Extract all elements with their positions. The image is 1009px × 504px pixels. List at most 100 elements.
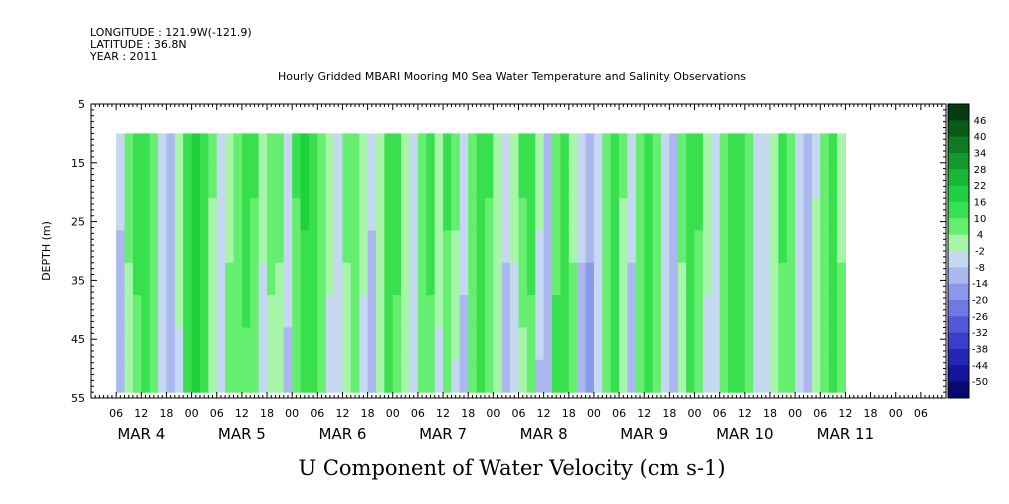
heatmap-cell bbox=[694, 230, 704, 264]
heatmap-cell bbox=[820, 230, 830, 264]
heatmap-cell bbox=[811, 359, 821, 393]
colorbar-label: -26 bbox=[972, 312, 988, 323]
heatmap-cell bbox=[367, 133, 377, 167]
heatmap-cell bbox=[267, 327, 277, 361]
heatmap-cell bbox=[434, 295, 444, 329]
x-hour-label: 18 bbox=[562, 407, 576, 420]
x-hour-label: 00 bbox=[587, 407, 601, 420]
heatmap-cell bbox=[359, 230, 369, 264]
heatmap-cell bbox=[116, 262, 126, 296]
heatmap-cell bbox=[501, 230, 511, 264]
colorbar-swatch bbox=[948, 267, 969, 285]
heatmap-cell bbox=[761, 230, 771, 264]
heatmap-cell bbox=[208, 327, 218, 361]
heatmap-cell bbox=[761, 262, 771, 296]
heatmap-cell bbox=[518, 359, 528, 393]
heatmap-cell bbox=[811, 133, 821, 167]
heatmap-cell bbox=[744, 359, 754, 393]
heatmap-cell bbox=[769, 198, 779, 232]
heatmap-cell bbox=[183, 198, 193, 232]
heatmap-cell bbox=[669, 230, 679, 264]
x-date-label: MAR 9 bbox=[620, 425, 668, 443]
heatmap-cell bbox=[543, 359, 553, 393]
heatmap-cell bbox=[258, 359, 268, 393]
heatmap-cell bbox=[669, 359, 679, 393]
heatmap-cell bbox=[510, 359, 520, 393]
heatmap-cell bbox=[132, 262, 142, 296]
heatmap-cell bbox=[191, 359, 201, 393]
heatmap-cell bbox=[443, 359, 453, 393]
x-hour-label: 06 bbox=[411, 407, 425, 420]
heatmap-cell bbox=[132, 230, 142, 264]
heatmap-cell bbox=[543, 165, 553, 199]
heatmap-cell bbox=[484, 327, 494, 361]
heatmap-cell bbox=[459, 198, 469, 232]
y-tick-label: 15 bbox=[71, 157, 85, 170]
heatmap-cell bbox=[543, 295, 553, 329]
heatmap-cell bbox=[501, 295, 511, 329]
heatmap-cell bbox=[149, 198, 159, 232]
heatmap-cell bbox=[778, 198, 788, 232]
heatmap-cell bbox=[300, 133, 310, 167]
heatmap-cell bbox=[728, 165, 738, 199]
heatmap-cell bbox=[728, 133, 738, 167]
heatmap-cell bbox=[661, 230, 670, 264]
heatmap-cell bbox=[216, 359, 226, 393]
heatmap-cell bbox=[334, 262, 344, 296]
heatmap-cell bbox=[342, 133, 352, 167]
heatmap-cell bbox=[434, 230, 444, 264]
heatmap-cell bbox=[376, 133, 385, 167]
heatmap-cell bbox=[543, 327, 553, 361]
heatmap-cell bbox=[702, 198, 712, 232]
heatmap-cell bbox=[225, 165, 235, 199]
colorbar-label: -50 bbox=[972, 377, 988, 388]
heatmap-cell bbox=[468, 359, 478, 393]
heatmap-cell bbox=[677, 295, 687, 329]
heatmap-cell bbox=[652, 295, 662, 329]
heatmap-cell bbox=[443, 198, 453, 232]
heatmap-cell bbox=[124, 262, 134, 296]
heatmap-cell bbox=[384, 198, 394, 232]
heatmap-cell bbox=[476, 133, 486, 167]
heatmap-cell bbox=[199, 359, 209, 393]
heatmap-cell bbox=[484, 295, 494, 329]
heatmap-cell bbox=[283, 359, 293, 393]
heatmap-cell bbox=[661, 262, 670, 296]
heatmap-cell bbox=[510, 133, 520, 167]
x-hour-label: 18 bbox=[864, 407, 878, 420]
heatmap-cell bbox=[719, 295, 729, 329]
heatmap-cell bbox=[451, 230, 461, 264]
heatmap-cell bbox=[560, 133, 570, 167]
heatmap-cell bbox=[208, 295, 218, 329]
heatmap-cell bbox=[535, 359, 545, 393]
heatmap-cell bbox=[627, 165, 637, 199]
colorbar-label: -14 bbox=[972, 279, 988, 290]
heatmap-cell bbox=[275, 165, 285, 199]
heatmap-cell bbox=[552, 133, 562, 167]
x-hour-label: 06 bbox=[713, 407, 727, 420]
heatmap-cell bbox=[736, 327, 746, 361]
heatmap-cell bbox=[342, 165, 352, 199]
y-tick-label: 5 bbox=[78, 98, 85, 111]
heatmap-cell bbox=[317, 133, 327, 167]
heatmap-cell bbox=[334, 327, 344, 361]
heatmap-cell bbox=[610, 295, 620, 329]
heatmap-cell bbox=[786, 230, 796, 264]
heatmap-cell bbox=[300, 295, 310, 329]
heatmap-cell bbox=[719, 262, 729, 296]
heatmap-cell bbox=[401, 327, 411, 361]
heatmap-cell bbox=[593, 359, 603, 393]
heatmap-cell bbox=[744, 262, 754, 296]
heatmap-cell bbox=[711, 262, 721, 296]
heatmap-cell bbox=[526, 327, 536, 361]
heatmap-cell bbox=[753, 230, 763, 264]
heatmap-cell bbox=[702, 165, 712, 199]
heatmap-cell bbox=[267, 295, 277, 329]
colorbar-label: -32 bbox=[972, 328, 988, 339]
heatmap-cell bbox=[174, 295, 184, 329]
colorbar-label: -8 bbox=[975, 263, 985, 274]
heatmap-cell bbox=[250, 262, 260, 296]
heatmap-cell bbox=[736, 359, 746, 393]
heatmap-cell bbox=[728, 198, 738, 232]
heatmap-cell bbox=[149, 262, 159, 296]
